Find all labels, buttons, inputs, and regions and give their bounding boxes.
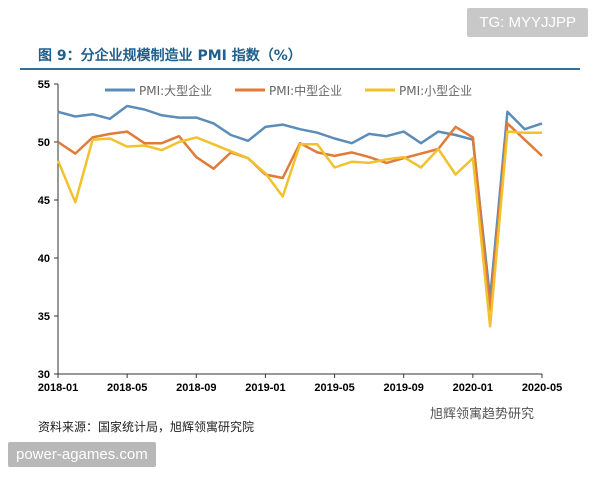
legend-label: PMI:小型企业 (399, 83, 472, 98)
source-note: 资料来源：国家统计局，旭辉领寓研究院 (38, 420, 255, 434)
wechat-watermark: 旭辉领寓趋势研究 (430, 407, 535, 422)
watermark-top: TG: MYYJJPP (467, 8, 588, 37)
x-tick-label: 2020-05 (522, 382, 562, 394)
chart-title: 图 9：分企业规模制造业 PMI 指数（%） (38, 48, 302, 64)
x-tick-label: 2019-01 (245, 382, 285, 394)
legend-label: PMI:大型企业 (139, 83, 212, 98)
watermark-bottom: power-agames.com (8, 442, 156, 467)
y-tick-label: 55 (38, 79, 50, 91)
x-tick-label: 2020-01 (453, 382, 493, 394)
x-tick-label: 2018-09 (176, 382, 216, 394)
series-line-2 (57, 122, 543, 312)
y-tick-label: 45 (38, 195, 50, 207)
x-tick-label: 2018-01 (38, 382, 78, 394)
legend-label: PMI:中型企业 (269, 83, 342, 98)
y-tick-label: 30 (38, 369, 50, 381)
x-tick-label: 2019-05 (314, 382, 354, 394)
y-tick-label: 35 (38, 311, 50, 323)
y-tick-label: 50 (38, 137, 50, 149)
x-tick-label: 2018-05 (107, 382, 147, 394)
y-tick-label: 40 (38, 253, 50, 265)
series-line-3 (56, 130, 542, 328)
title-divider (20, 68, 580, 70)
x-tick-label: 2019-09 (384, 382, 424, 394)
